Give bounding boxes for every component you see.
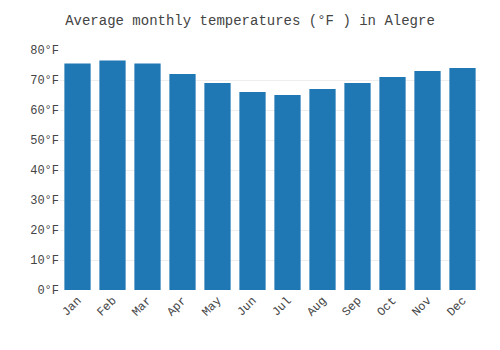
svg-text:Average monthly temperatures (: Average monthly temperatures (°F ) in Al… xyxy=(65,13,435,29)
svg-text:Oct: Oct xyxy=(374,294,399,319)
svg-text:80°F: 80°F xyxy=(30,44,59,58)
svg-text:Nov: Nov xyxy=(409,294,434,319)
svg-text:40°F: 40°F xyxy=(30,164,59,178)
svg-text:Jun: Jun xyxy=(234,294,259,319)
svg-text:20°F: 20°F xyxy=(30,224,59,238)
svg-text:Feb: Feb xyxy=(94,294,119,319)
svg-text:Sep: Sep xyxy=(339,294,364,319)
svg-text:60°F: 60°F xyxy=(30,104,59,118)
svg-text:50°F: 50°F xyxy=(30,134,59,148)
svg-text:Apr: Apr xyxy=(164,294,189,319)
svg-text:Jan: Jan xyxy=(59,294,84,319)
svg-text:May: May xyxy=(199,294,224,319)
svg-text:70°F: 70°F xyxy=(30,74,59,88)
svg-text:10°F: 10°F xyxy=(30,254,59,268)
svg-text:Mar: Mar xyxy=(129,294,154,319)
svg-text:Aug: Aug xyxy=(304,294,329,319)
svg-text:30°F: 30°F xyxy=(30,194,59,208)
svg-text:Jul: Jul xyxy=(269,294,294,319)
svg-text:Dec: Dec xyxy=(444,294,469,319)
svg-text:0°F: 0°F xyxy=(37,284,59,298)
